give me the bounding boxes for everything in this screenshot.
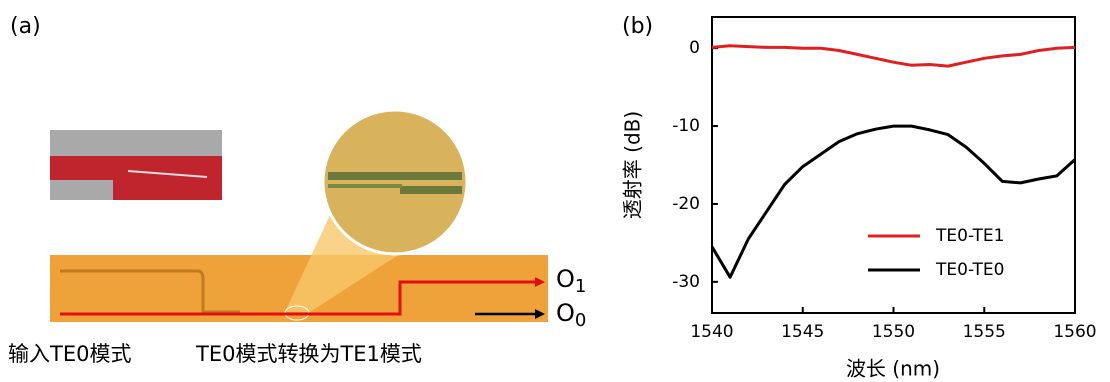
caption: 输入TE0模式	[8, 342, 131, 366]
zoom-waveguide	[400, 186, 462, 194]
x-tick-label: 1545	[781, 322, 824, 342]
zoom-waveguide	[328, 172, 462, 180]
zoom-circle	[321, 108, 469, 256]
arrow	[535, 277, 545, 287]
y-tick-label: -30	[672, 272, 700, 292]
y-tick-label: 0	[689, 38, 700, 58]
x-tick-label: 1555	[963, 322, 1006, 342]
arrow	[535, 309, 545, 319]
legend-label: TE0-TE1	[935, 226, 1004, 246]
waveguide	[60, 269, 240, 314]
y-tick-label: -10	[672, 116, 700, 136]
panel-b: (b) 波长 (nm) 透射率 (dB) 0 -10 -20 -30 1540 1545 1…	[621, 14, 1097, 381]
legend-label: TE0-TE0	[935, 260, 1004, 280]
panel-label: (b)	[622, 14, 653, 39]
inset-waveguide	[113, 178, 222, 200]
panel-a: (a) O1 O0 输入TE0模式 TE0模式转换为TE1模式	[8, 14, 586, 366]
x-tick-label: 1550	[872, 322, 915, 342]
x-tick-label: 1540	[690, 322, 733, 342]
caption: TE0模式转换为TE1模式	[195, 342, 422, 366]
waveguide-signal	[60, 280, 535, 316]
output-label: O0	[556, 299, 586, 331]
zoom-waveguide	[328, 184, 402, 188]
series-line	[711, 44, 1076, 68]
panel-label: (a)	[10, 14, 41, 39]
inset-slot	[127, 170, 208, 178]
y-tick-label: -20	[672, 194, 700, 214]
x-tick-label: 1560	[1053, 322, 1096, 342]
output-label: O1	[556, 265, 586, 297]
y-axis-label: 透射率 (dB)	[621, 111, 645, 219]
x-axis-label: 波长 (nm)	[846, 357, 940, 381]
series-line	[710, 124, 1077, 279]
